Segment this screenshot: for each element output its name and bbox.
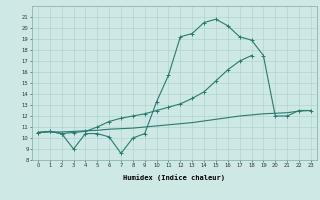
X-axis label: Humidex (Indice chaleur): Humidex (Indice chaleur) (124, 174, 225, 181)
